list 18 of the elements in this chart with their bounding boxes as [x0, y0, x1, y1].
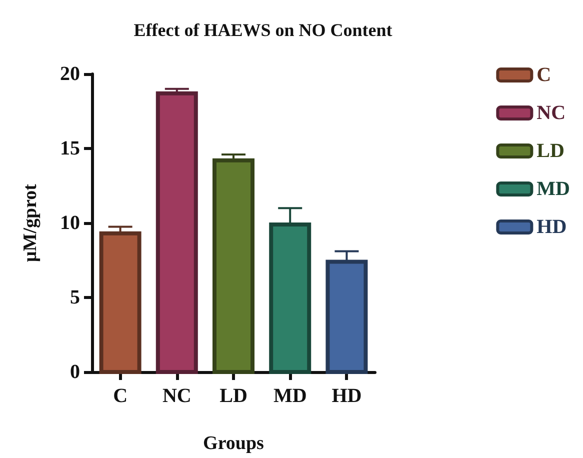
y-axis-title: μM/gprot — [20, 183, 41, 262]
x-tick-label: HD — [332, 385, 362, 407]
legend-label: NC — [536, 102, 566, 124]
x-tick-label: MD — [273, 385, 307, 407]
legend-label: C — [536, 64, 552, 86]
y-tick-label: 5 — [70, 286, 80, 308]
legend-label: HD — [536, 216, 567, 238]
x-tick-label: NC — [162, 385, 192, 407]
legend-label: LD — [536, 140, 564, 162]
x-tick-label: C — [113, 385, 128, 407]
x-axis-title: Groups — [203, 433, 264, 454]
x-tick-label: LD — [220, 385, 248, 407]
y-tick-label: 10 — [60, 212, 80, 234]
chart-title: Effect of HAEWS on NO Content — [134, 20, 392, 40]
y-tick-label: 20 — [60, 63, 80, 85]
y-tick-label: 0 — [70, 361, 80, 383]
y-tick-label: 15 — [60, 138, 80, 160]
legend-label: MD — [536, 178, 570, 200]
